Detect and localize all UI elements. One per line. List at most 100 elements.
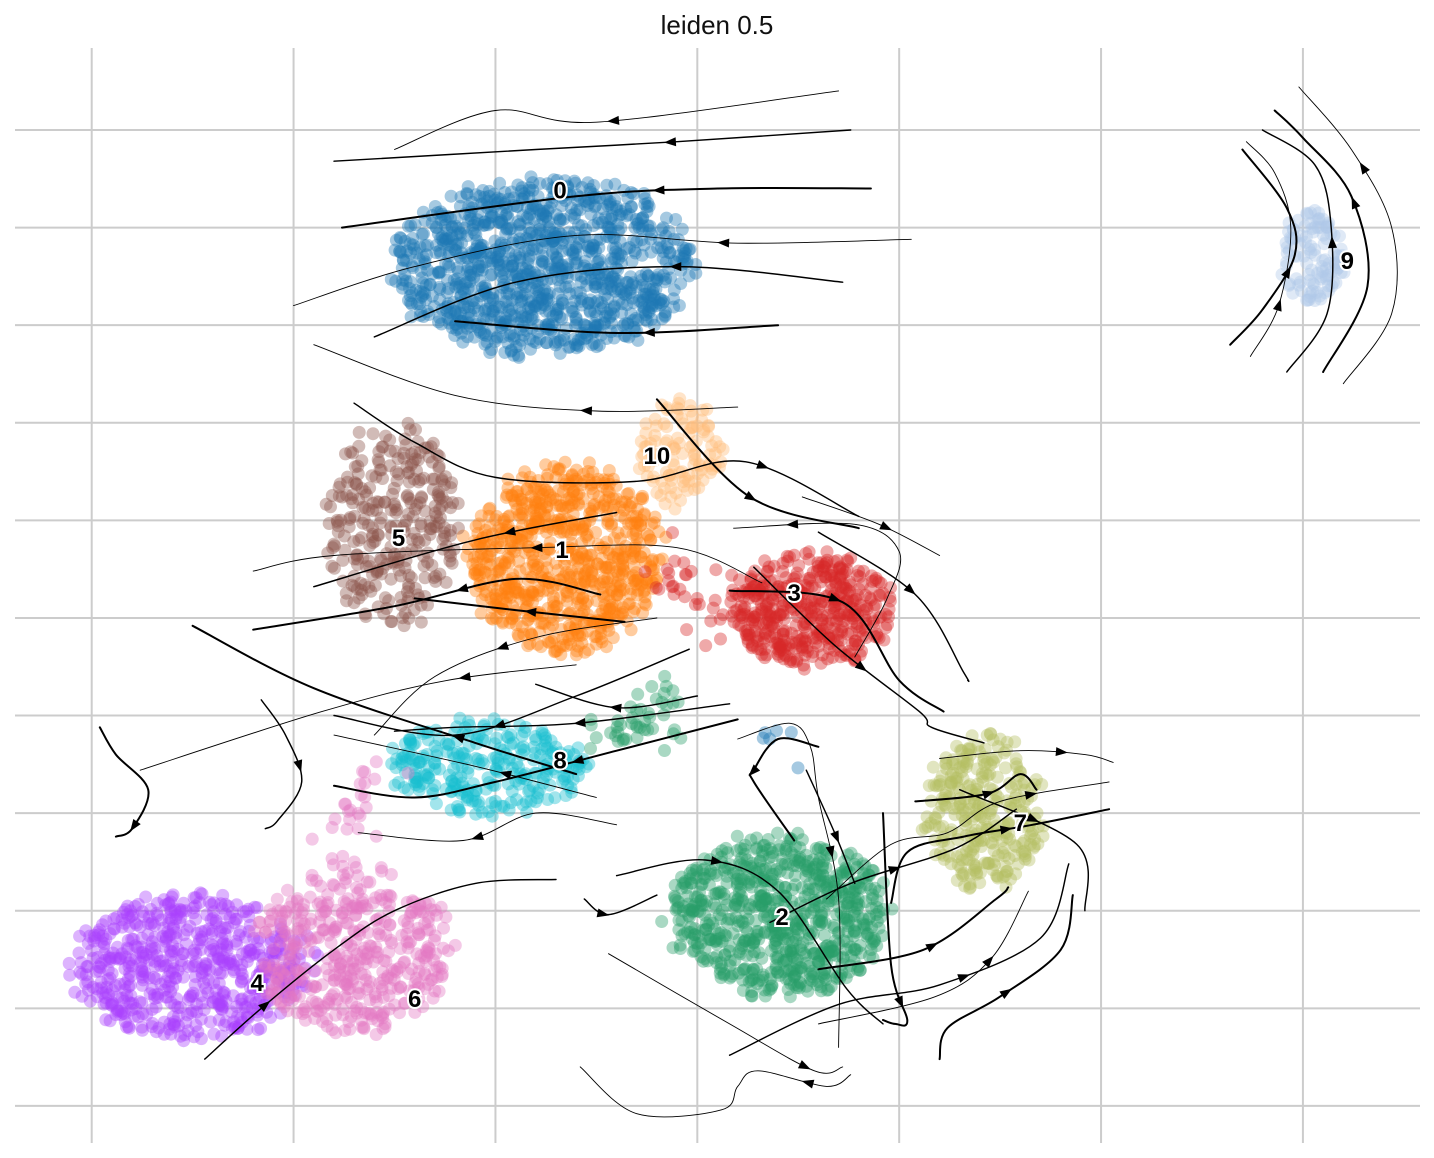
cell-point <box>563 340 577 354</box>
cell-point <box>238 1000 252 1014</box>
cell-point <box>783 990 797 1004</box>
cell-point <box>568 207 582 221</box>
cell-point <box>585 338 599 352</box>
cell-point <box>604 274 618 288</box>
cell-point <box>492 258 506 271</box>
cell-point <box>797 662 811 676</box>
cell-point <box>708 922 722 936</box>
cell-point <box>290 894 304 908</box>
cell-point <box>489 250 503 264</box>
cell-point <box>553 310 567 324</box>
cell-point <box>961 747 974 761</box>
cell-point <box>448 304 462 318</box>
cell-point <box>445 321 459 335</box>
cell-point <box>630 324 644 338</box>
cell-point <box>816 564 830 578</box>
cell-point <box>451 221 465 235</box>
cell-point <box>771 583 784 596</box>
cell-point <box>444 211 457 225</box>
cell-point <box>433 244 447 258</box>
cell-point <box>486 304 499 318</box>
cell-point <box>667 300 681 314</box>
cell-point <box>448 329 462 342</box>
cell-point <box>398 268 412 282</box>
cell-point <box>500 222 514 236</box>
cell-point <box>469 520 483 533</box>
cell-point <box>771 826 785 840</box>
cell-point <box>478 190 491 204</box>
cell-point <box>667 283 681 297</box>
cell-point <box>523 300 537 314</box>
cell-point <box>455 236 468 250</box>
cell-point <box>466 218 480 232</box>
cell-point <box>575 219 589 233</box>
cell-point <box>638 192 652 206</box>
cell-point <box>539 209 553 223</box>
cell-point <box>799 864 813 877</box>
cell-point <box>555 312 569 326</box>
cell-point <box>492 253 505 266</box>
cell-point <box>527 334 541 348</box>
cell-point <box>324 500 337 514</box>
cell-point <box>150 896 164 910</box>
cell-point <box>538 298 552 312</box>
cell-point <box>473 323 487 337</box>
cell-point <box>986 863 1000 877</box>
cell-point <box>532 203 546 217</box>
cell-point <box>561 607 575 621</box>
cell-point <box>572 218 585 232</box>
cell-point <box>497 263 511 277</box>
cell-point <box>698 942 712 956</box>
cell-point <box>548 335 562 349</box>
cell-point <box>75 989 89 1003</box>
cell-point <box>524 202 538 216</box>
cell-point <box>607 300 621 314</box>
cell-point <box>478 326 491 340</box>
cell-point <box>642 223 656 237</box>
cell-point <box>501 259 515 273</box>
cell-point <box>586 238 600 252</box>
cell-point <box>550 182 564 196</box>
cell-point <box>562 280 576 294</box>
cell-point <box>123 966 137 980</box>
cell-point <box>611 224 625 238</box>
cell-point <box>264 1010 277 1024</box>
cell-point <box>501 210 515 224</box>
cell-point <box>539 553 553 567</box>
cell-point <box>515 729 529 743</box>
cell-point <box>429 246 443 259</box>
cell-point <box>452 265 466 279</box>
cell-point <box>555 293 569 307</box>
cell-point <box>643 282 657 296</box>
cell-point <box>207 1027 221 1041</box>
cell-point <box>63 968 77 982</box>
cell-point <box>611 218 625 231</box>
cell-point <box>486 210 500 223</box>
cell-point <box>397 254 410 267</box>
cell-point <box>435 230 449 244</box>
cell-point <box>311 997 325 1011</box>
cell-point <box>679 242 693 255</box>
cell-point <box>815 861 829 875</box>
cell-point <box>450 323 464 337</box>
cell-point <box>614 282 628 296</box>
cell-point <box>660 211 673 225</box>
cell-point <box>608 284 622 298</box>
cluster-0-points <box>384 170 703 364</box>
cell-point <box>419 278 433 292</box>
cell-point <box>563 287 577 301</box>
cell-point <box>187 906 200 920</box>
cell-point <box>164 905 178 919</box>
cell-point <box>545 317 559 331</box>
cell-point <box>609 479 623 493</box>
cell-point <box>558 174 572 188</box>
cell-point <box>226 958 240 972</box>
cell-point <box>629 280 643 294</box>
cell-point <box>771 950 785 964</box>
cell-point <box>166 888 180 902</box>
cell-point <box>669 903 683 917</box>
cell-point <box>958 792 972 806</box>
cell-point <box>505 259 519 273</box>
cell-point <box>486 293 500 307</box>
cell-point <box>456 282 470 296</box>
